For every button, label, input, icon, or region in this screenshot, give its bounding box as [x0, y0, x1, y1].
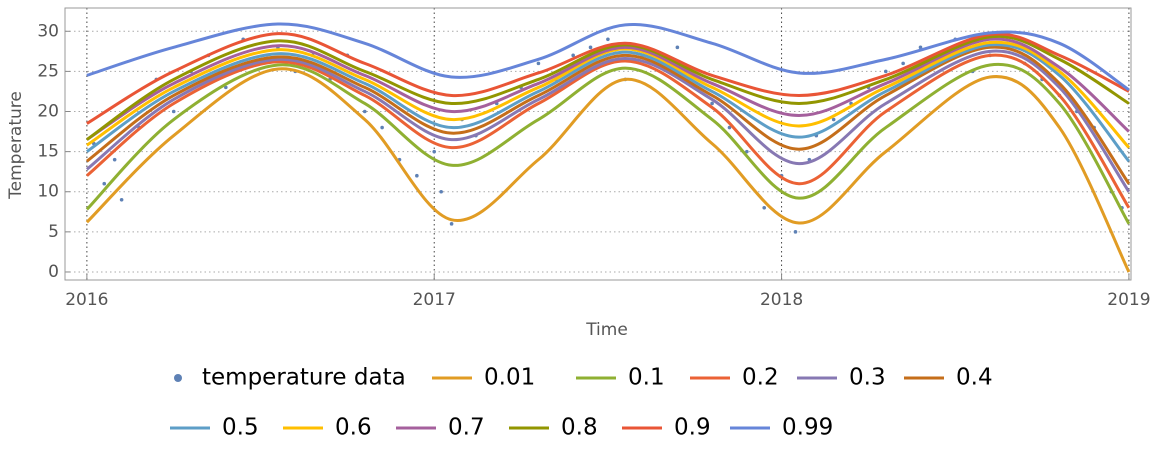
data-point: [793, 230, 798, 234]
data-point: [380, 125, 384, 130]
data-point: [745, 149, 749, 154]
legend-label: 0.3: [849, 365, 886, 391]
data-point: [571, 53, 575, 58]
quantile-line: [85, 67, 1131, 273]
y-tick-label: 0: [48, 262, 59, 282]
legend-label: 0.4: [956, 365, 993, 391]
quantile-line: [85, 53, 1131, 209]
data-point: [727, 125, 732, 130]
legend-label: 0.6: [335, 415, 372, 441]
data-point: [224, 85, 228, 90]
y-tick-label: 10: [37, 182, 59, 202]
data-point: [171, 109, 176, 114]
legend-label: 0.01: [484, 365, 535, 391]
data-point: [362, 109, 367, 114]
data-point: [831, 117, 836, 122]
quantile-line: [86, 34, 1130, 141]
data-point: [918, 45, 923, 50]
data-point: [112, 157, 117, 162]
x-tick-label: 2016: [65, 290, 108, 310]
data-point: [536, 61, 541, 66]
legend-label: 0.5: [222, 415, 259, 441]
data-point: [588, 45, 593, 50]
data-point: [432, 149, 437, 154]
quantile-line: [86, 37, 1130, 141]
data-point: [415, 173, 419, 178]
x-tick-label: 2018: [760, 290, 803, 310]
legend-label: 0.1: [628, 365, 665, 391]
legend-label: 0.2: [742, 365, 779, 391]
legend-marker: [174, 374, 182, 382]
data-point: [710, 101, 714, 106]
y-tick-label: 20: [37, 102, 59, 122]
quantile-line: [86, 32, 1130, 125]
quantile-line: [86, 40, 1131, 149]
y-axis-label: Temperature: [6, 91, 26, 200]
legend-label: temperature data: [202, 365, 406, 391]
quantile-line: [85, 45, 1131, 185]
y-tick-label: 15: [37, 142, 59, 162]
x-tick-label: 2017: [413, 290, 456, 310]
data-point: [675, 45, 680, 50]
legend-label: 0.99: [782, 415, 833, 441]
quantile-line: [85, 49, 1131, 193]
data-point: [439, 189, 443, 194]
quantile-line: [86, 43, 1131, 163]
data-point: [901, 61, 905, 66]
data-point: [762, 205, 767, 210]
y-tick-label: 30: [37, 21, 59, 41]
y-tick-label: 5: [48, 222, 59, 242]
x-tick-label: 2019: [1107, 290, 1150, 310]
data-point: [883, 69, 888, 74]
data-point: [606, 37, 610, 42]
legend-label: 0.7: [448, 415, 485, 441]
plot-frame: [64, 7, 1132, 281]
x-axis-label: Time: [585, 320, 628, 340]
data-point: [449, 222, 454, 226]
legend-label: 0.8: [561, 415, 598, 441]
data-point: [119, 197, 124, 202]
quantile-line: [85, 62, 1131, 225]
legend-label: 0.9: [674, 415, 711, 441]
data-point: [102, 181, 107, 186]
y-tick-label: 25: [37, 61, 59, 81]
quantile-line: [86, 22, 1130, 92]
